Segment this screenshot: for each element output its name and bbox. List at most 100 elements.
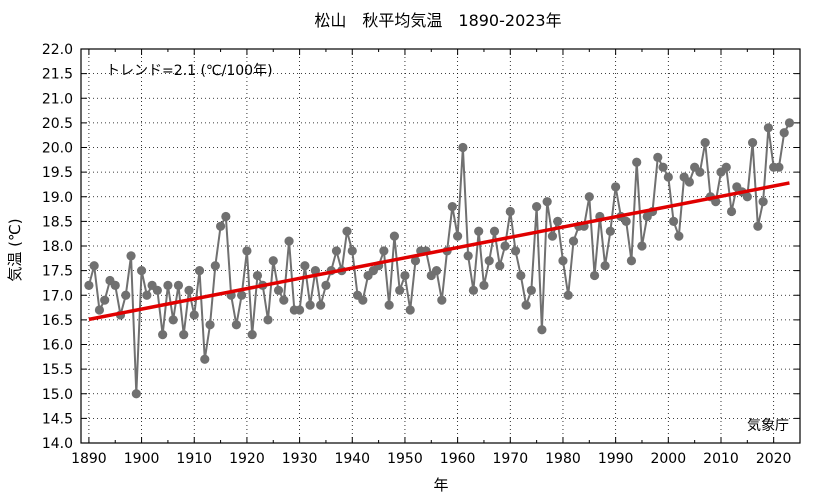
data-point: [131, 389, 141, 399]
data-point: [89, 261, 99, 271]
data-point: [231, 320, 241, 330]
data-point: [173, 280, 184, 290]
data-point: [758, 197, 768, 207]
data-point: [158, 330, 168, 340]
y-axis-ticks: 14.0 14.5 15.0 15.5 16.0 16.5 17.0 17.5 18.0 18.5…: [42, 42, 800, 452]
data-point: [547, 231, 558, 241]
x-tick-label: 2000: [650, 451, 686, 467]
data-point: [194, 266, 205, 276]
data-point: [400, 270, 410, 281]
data-point: [331, 246, 342, 256]
x-tick-label: 1980: [545, 451, 581, 467]
x-tick-label: 2010: [703, 451, 739, 467]
data-point: [563, 290, 573, 300]
data-point: [136, 266, 147, 276]
data-point: [163, 280, 173, 290]
y-tick-label: 18.0: [42, 239, 73, 255]
data-point: [774, 162, 784, 172]
data-point: [763, 123, 773, 133]
y-tick-label: 17.5: [42, 264, 73, 280]
data-point: [215, 221, 226, 231]
data-point: [684, 177, 694, 187]
data-point: [726, 206, 737, 217]
data-point: [84, 280, 94, 290]
data-point: [152, 285, 162, 295]
data-point: [310, 266, 320, 276]
y-tick-label: 17.0: [42, 288, 73, 304]
y-tick-label: 20.5: [42, 116, 73, 132]
series-line: [87, 122, 791, 394]
data-point: [184, 285, 194, 295]
data-point: [431, 266, 442, 276]
data-point: [189, 310, 199, 320]
data-point: [210, 261, 220, 271]
data-point: [284, 236, 294, 246]
data-point: [200, 354, 210, 364]
x-tick-label: 1970: [492, 451, 528, 467]
data-point: [700, 137, 710, 148]
data-point: [542, 197, 552, 207]
data-point: [384, 300, 394, 310]
data-point: [342, 226, 352, 236]
data-point: [94, 305, 105, 315]
data-point: [142, 290, 152, 300]
data-point: [279, 295, 289, 305]
data-point: [268, 256, 278, 266]
data-point: [305, 300, 315, 310]
x-tick-label: 1960: [440, 451, 476, 467]
data-point: [252, 270, 263, 281]
data-point: [526, 285, 536, 295]
data-point: [632, 157, 642, 167]
data-point: [589, 270, 600, 281]
data-point: [510, 246, 521, 256]
data-point: [537, 325, 547, 335]
data-point: [358, 295, 368, 305]
data-point: [500, 241, 510, 251]
data-point: [273, 285, 284, 295]
data-point: [621, 216, 631, 226]
data-point: [558, 256, 568, 266]
data-point: [316, 300, 326, 310]
data-point: [300, 261, 310, 271]
data-point: [121, 290, 131, 300]
data-point: [516, 270, 526, 281]
data-point: [221, 211, 231, 222]
data-point: [294, 305, 305, 315]
grid-lines: [81, 49, 800, 443]
data-point: [747, 137, 758, 148]
data-point: [247, 330, 257, 340]
data-point: [779, 128, 789, 138]
x-tick-label: 2020: [756, 451, 792, 467]
source-label: 気象庁: [747, 418, 789, 434]
data-point: [505, 206, 515, 217]
y-tick-label: 21.0: [42, 91, 73, 107]
data-point: [668, 216, 679, 226]
data-point: [379, 246, 389, 256]
data-point: [447, 202, 457, 212]
x-tick-label: 1990: [598, 451, 634, 467]
y-tick-label: 20.0: [42, 141, 73, 157]
data-point: [205, 320, 215, 330]
data-point: [568, 236, 579, 246]
data-point: [321, 280, 331, 290]
x-tick-label: 1920: [229, 451, 265, 467]
x-tick-label: 1890: [71, 451, 107, 467]
data-point: [663, 172, 673, 182]
data-point: [584, 192, 594, 202]
y-tick-label: 14.0: [42, 436, 73, 452]
y-tick-label: 19.0: [42, 190, 73, 206]
data-point: [521, 300, 531, 310]
y-tick-label: 16.0: [42, 338, 73, 354]
data-point: [168, 315, 178, 325]
plot-area: 14.0 14.5 15.0 15.5 16.0 16.5 17.0 17.5 18.0 18.5…: [42, 42, 801, 467]
data-point: [179, 330, 189, 340]
y-tick-label: 19.5: [42, 165, 73, 181]
data-point: [784, 118, 795, 128]
plot-border: [80, 48, 801, 444]
data-point: [605, 226, 615, 236]
data-point: [742, 192, 752, 202]
data-point: [395, 285, 405, 295]
data-point: [410, 256, 421, 266]
data-point: [600, 261, 610, 271]
data-point: [495, 261, 505, 271]
